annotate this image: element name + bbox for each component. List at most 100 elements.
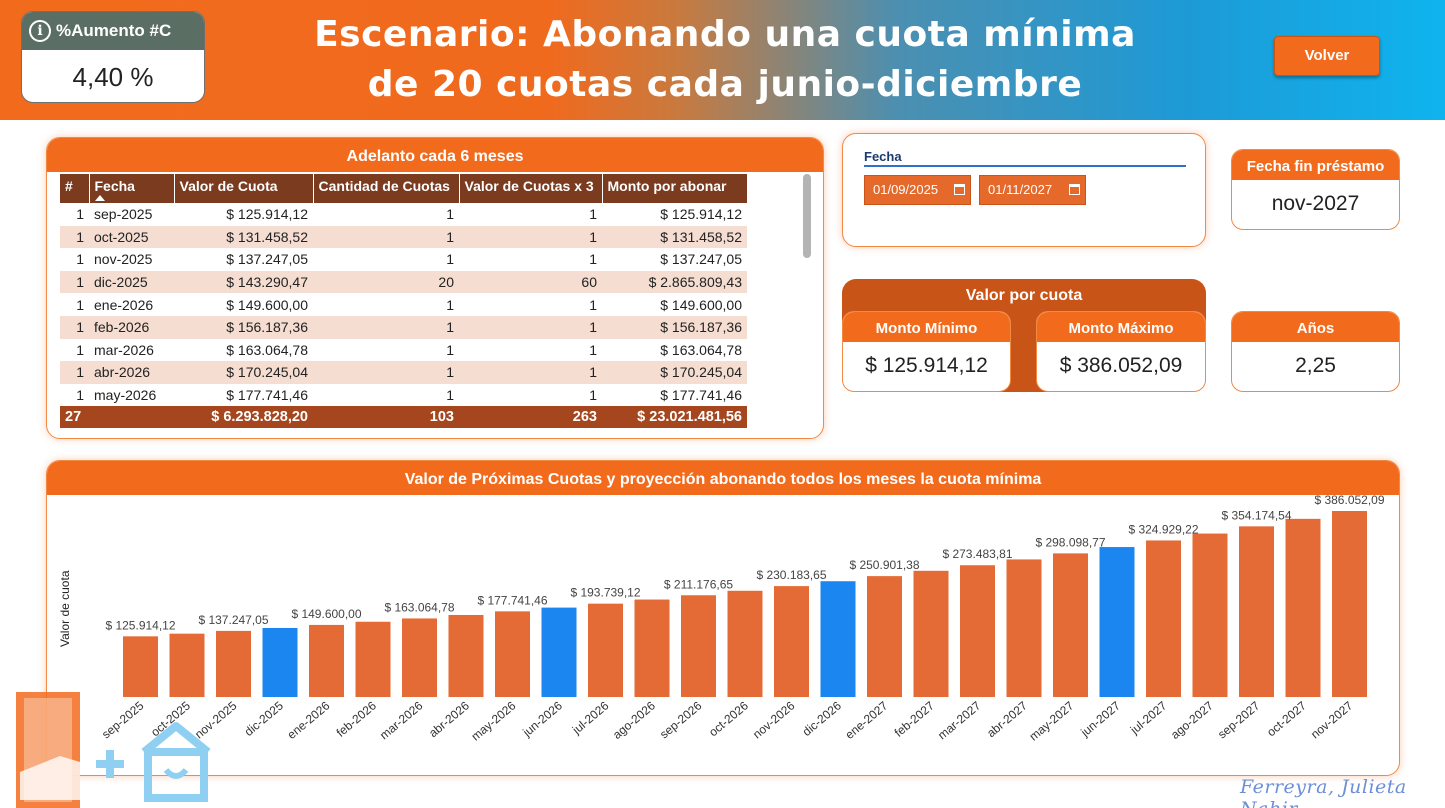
x-tick-label: ago-2027 — [1168, 698, 1216, 742]
author-signature: Ferreyra, Julieta Nahir — [1240, 776, 1407, 808]
table-cell: 1 — [313, 225, 459, 249]
chart-bar[interactable] — [1006, 559, 1042, 697]
start-date-input[interactable]: 01/09/2025 — [864, 175, 971, 205]
chart-bar[interactable] — [1285, 518, 1321, 697]
chart-bar[interactable] — [402, 618, 437, 697]
column-header-monto-abonar[interactable]: Monto por abonar — [602, 174, 748, 203]
column-header-valor-cuota[interactable]: Valor de Cuota — [174, 174, 314, 203]
column-header-cantidad-cuotas[interactable]: Cantidad de Cuotas — [313, 174, 460, 203]
table-cell: 1 — [589, 206, 597, 223]
data-label: $ 250.901,38 — [849, 558, 919, 572]
table-total-row: 27 $ 6.293.828,20 103 263 $ 23.021.481,56 — [60, 406, 747, 429]
table-cell: $ 163.064,78 — [660, 341, 742, 358]
data-label: $ 193.739,12 — [570, 586, 640, 600]
table-cell: nov-2025 — [94, 251, 153, 268]
table-cell: $ 170.245,04 — [602, 361, 747, 384]
house-logo-icon — [16, 692, 211, 808]
chart-bar[interactable] — [913, 570, 949, 697]
x-tick-label: jun-2027 — [1077, 698, 1123, 740]
table-row[interactable]: 1 abr-2026 $ 170.245,04 1 1 $ 170.245,04 — [60, 361, 747, 384]
chart-bar[interactable] — [727, 590, 763, 697]
x-tick-label: may-2027 — [1027, 698, 1077, 743]
chart-bar[interactable] — [309, 624, 344, 697]
end-date-input[interactable]: 01/11/2027 — [979, 175, 1086, 205]
table-cell: $ 177.741,46 — [226, 387, 308, 404]
chart-bar[interactable] — [448, 614, 484, 697]
table-row[interactable]: 1 feb-2026 $ 156.187,36 1 1 $ 156.187,36 — [60, 315, 747, 339]
table-row[interactable]: 1 may-2026 $ 177.741,46 1 1 $ 177.741,46 — [60, 384, 747, 407]
x-tick-label: feb-2027 — [892, 698, 938, 739]
chart-bar[interactable] — [1146, 540, 1181, 697]
table-cell: 1 — [60, 361, 89, 384]
table-cell: 20 — [313, 270, 459, 294]
chart-bar[interactable] — [681, 595, 716, 697]
x-tick-label: jul-2027 — [1127, 698, 1170, 737]
table-cell: $ 125.914,12 — [660, 206, 742, 223]
table-cell: $ 149.600,00 — [660, 296, 742, 313]
max-amount-value: $ 386.052,09 — [1059, 354, 1183, 377]
chart-bar[interactable] — [960, 565, 995, 697]
x-tick-label: jul-2026 — [569, 698, 612, 737]
table-header-row: # Fecha Valor de Cuota Cantidad de Cuota… — [60, 174, 748, 203]
chart-bar[interactable] — [495, 611, 530, 697]
min-amount-value: $ 125.914,12 — [865, 354, 988, 377]
x-tick-label: sep-2026 — [657, 698, 705, 741]
advance-table: # Fecha Valor de Cuota Cantidad de Cuota… — [60, 174, 748, 429]
info-icon[interactable]: i — [29, 20, 51, 42]
table-cell: 1 — [76, 296, 84, 313]
header-banner: Escenario: Abonando una cuota mínima de … — [0, 0, 1445, 120]
table-row[interactable]: 1 oct-2025 $ 131.458,52 1 1 $ 131.458,52 — [60, 225, 747, 249]
chart-bar[interactable] — [588, 603, 623, 697]
x-tick-label: abr-2027 — [984, 698, 1030, 740]
chart-bar[interactable] — [1192, 533, 1228, 697]
table-row[interactable]: 1 mar-2026 $ 163.064,78 1 1 $ 163.064,78 — [60, 339, 747, 362]
calendar-icon[interactable] — [954, 184, 965, 195]
table-cell: 1 — [60, 225, 89, 249]
x-tick-label: nov-2027 — [1308, 698, 1356, 741]
chart-bar[interactable] — [123, 636, 158, 697]
table-row[interactable]: 1 sep-2025 $ 125.914,12 1 1 $ 125.914,12 — [60, 203, 747, 226]
calendar-icon[interactable] — [1069, 184, 1080, 195]
start-date-value: 01/09/2025 — [873, 182, 939, 197]
chart-bar[interactable] — [820, 581, 856, 697]
table-cell: 1 — [589, 341, 597, 358]
table-row[interactable]: 1 dic-2025 $ 143.290,47 20 60 $ 2.865.809,43 — [60, 270, 747, 294]
table-total-cell: 27 — [60, 406, 89, 429]
chart-bar[interactable] — [1099, 547, 1135, 697]
x-tick-label: may-2026 — [469, 698, 519, 743]
data-label: $ 230.183,65 — [756, 568, 826, 582]
back-button[interactable]: Volver — [1274, 36, 1380, 76]
chart-bar[interactable] — [169, 633, 205, 697]
column-header-index[interactable]: # — [60, 174, 90, 203]
x-tick-label: oct-2027 — [1264, 698, 1309, 739]
table-cell: 60 — [459, 270, 602, 294]
chart-bar[interactable] — [541, 607, 577, 697]
chart-bar[interactable] — [262, 627, 298, 697]
table-cell: 1 — [60, 270, 89, 294]
table-cell: sep-2025 — [94, 206, 153, 223]
chart-bar[interactable] — [216, 630, 251, 697]
table-row[interactable]: 1 nov-2025 $ 137.247,05 1 1 $ 137.247,05 — [60, 248, 747, 271]
table-body: 1 sep-2025 $ 125.914,12 1 1 $ 125.914,12 1 oct-… — [60, 203, 747, 429]
chart-bar[interactable] — [1053, 553, 1088, 697]
chart-bar[interactable] — [1332, 511, 1367, 697]
x-tick-label: jun-2026 — [519, 698, 565, 740]
chart-bar[interactable] — [774, 586, 809, 697]
chart-bar[interactable] — [634, 599, 670, 697]
table-scrollbar[interactable] — [803, 174, 811, 258]
x-tick-label: oct-2026 — [706, 698, 751, 739]
chart-bar[interactable] — [867, 576, 902, 697]
table-cell: 1 — [446, 387, 454, 404]
column-header-fecha[interactable]: Fecha — [89, 174, 175, 203]
table-cell: abr-2026 — [89, 361, 174, 384]
chart-bar[interactable] — [355, 621, 391, 697]
chart-bar[interactable] — [1239, 526, 1274, 697]
table-cell: $ 137.247,05 — [226, 251, 308, 268]
data-label: $ 137.247,05 — [198, 613, 268, 627]
table-row[interactable]: 1 ene-2026 $ 149.600,00 1 1 $ 149.600,00 — [60, 293, 747, 316]
column-header-valor-cuotas-x3[interactable]: Valor de Cuotas x 3 — [459, 174, 603, 203]
table-cell: 1 — [446, 341, 454, 358]
sort-ascending-icon — [94, 195, 105, 201]
data-label: $ 386.052,09 — [1314, 493, 1384, 507]
